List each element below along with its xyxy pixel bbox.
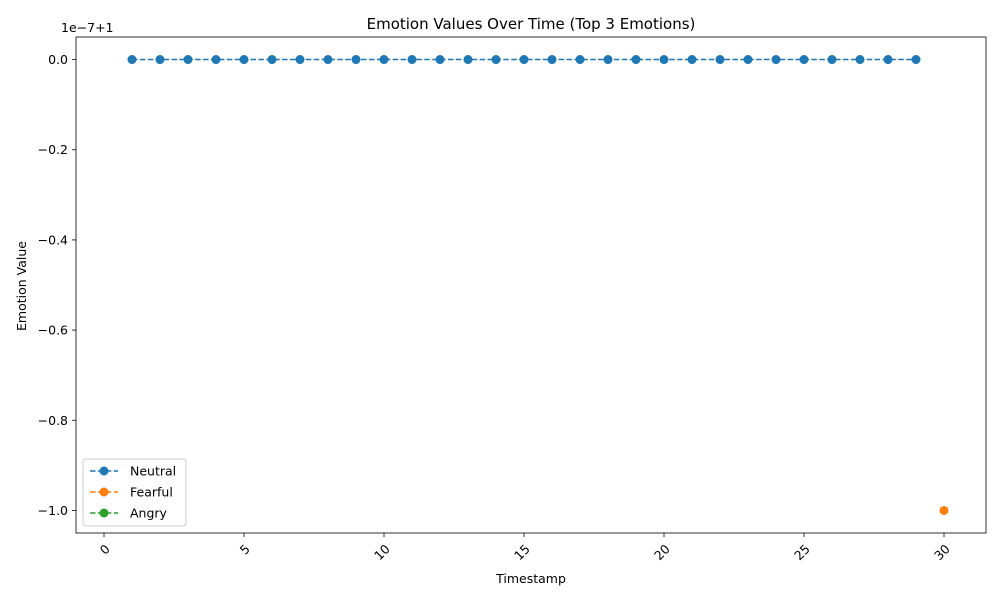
y-axis-ticks: 0.0 −0.2 −0.4 −0.6 −0.8 −1.0 <box>38 52 76 518</box>
data-point-neutral <box>407 55 417 65</box>
legend-label-angry: Angry <box>130 506 168 521</box>
data-point-neutral <box>603 55 613 65</box>
data-point-neutral <box>575 55 585 65</box>
data-point-neutral <box>547 55 557 65</box>
data-point-neutral <box>295 55 305 65</box>
data-point-neutral <box>771 55 781 65</box>
data-point-neutral <box>631 55 641 65</box>
x-tick-label: 15 <box>511 541 533 563</box>
y-tick-label: −1.0 <box>38 503 68 518</box>
data-point-neutral <box>743 55 753 65</box>
x-tick-label: 25 <box>791 541 813 563</box>
data-point-neutral <box>463 55 473 65</box>
x-tick-label: 30 <box>931 541 953 563</box>
y-tick-label: −0.6 <box>38 323 68 338</box>
data-point-neutral <box>155 55 165 65</box>
data-point-neutral <box>351 55 361 65</box>
x-axis-label: Timestamp <box>495 571 566 586</box>
chart-title: Emotion Values Over Time (Top 3 Emotions… <box>367 15 696 33</box>
data-point-neutral <box>715 55 725 65</box>
data-point-neutral <box>883 55 893 65</box>
legend-entries: Neutral Fearful Angry <box>90 464 176 521</box>
data-point-neutral <box>519 55 529 65</box>
data-point-neutral <box>491 55 501 65</box>
x-tick-label: 0 <box>97 541 113 557</box>
y-tick-label: −0.4 <box>38 232 68 247</box>
legend-label-neutral: Neutral <box>130 464 176 479</box>
data-point-neutral <box>827 55 837 65</box>
y-tick-label: −0.2 <box>38 142 68 157</box>
data-point-neutral <box>659 55 669 65</box>
data-point-neutral <box>799 55 809 65</box>
data-point-neutral <box>183 55 193 65</box>
plot-frame <box>75 36 987 534</box>
data-point-neutral <box>911 55 921 65</box>
data-point-neutral <box>855 55 865 65</box>
y-tick-label: −0.8 <box>38 413 68 428</box>
x-axis-ticks: 0 5 10 15 20 25 30 <box>97 533 953 563</box>
x-tick-label: 20 <box>651 541 673 563</box>
data-point-neutral <box>239 55 249 65</box>
series-layer <box>127 55 949 515</box>
data-point-neutral <box>435 55 445 65</box>
legend-box <box>82 458 187 527</box>
data-point-neutral <box>127 55 137 65</box>
x-tick-label: 5 <box>237 541 253 557</box>
legend-label-fearful: Fearful <box>130 485 173 500</box>
data-point-fearful <box>939 505 949 515</box>
y-tick-label: 0.0 <box>48 52 68 67</box>
y-axis-offset-label: 1e−7+1 <box>61 20 114 35</box>
data-point-neutral <box>211 55 221 65</box>
legend-marker-fearful <box>99 487 109 497</box>
data-point-neutral <box>379 55 389 65</box>
data-point-neutral <box>323 55 333 65</box>
data-point-neutral <box>687 55 697 65</box>
data-point-neutral <box>267 55 277 65</box>
legend-marker-neutral <box>99 466 109 476</box>
y-axis-label: Emotion Value <box>14 241 29 331</box>
x-tick-label: 10 <box>371 541 393 563</box>
legend: Neutral Fearful Angry <box>82 458 187 527</box>
legend-marker-angry <box>99 508 109 518</box>
